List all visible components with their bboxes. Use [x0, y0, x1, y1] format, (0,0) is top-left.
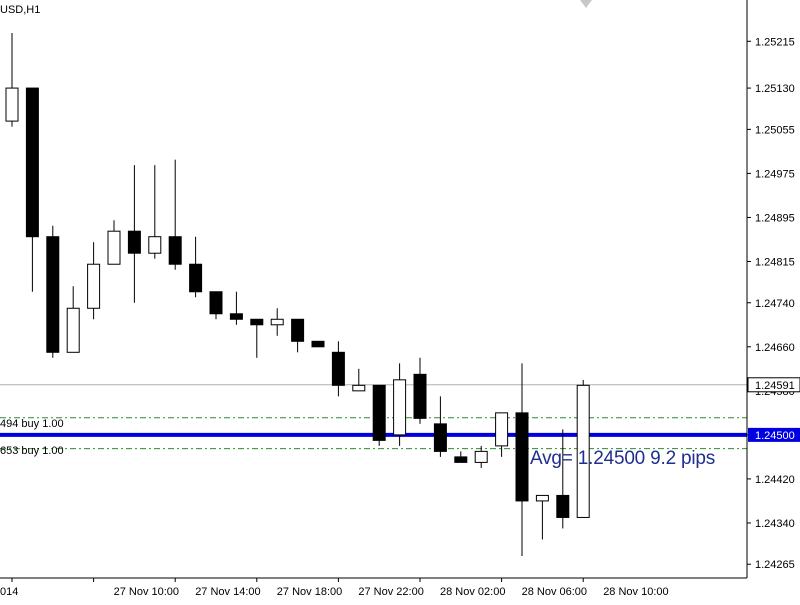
candle — [433, 396, 447, 457]
chart-symbol-title: USD,H1 — [0, 4, 41, 16]
price-tick-label: 1.24975 — [755, 168, 795, 180]
candle — [515, 363, 529, 556]
candle-body — [576, 384, 590, 518]
candle-body — [433, 423, 447, 452]
candle — [393, 363, 407, 446]
candle — [474, 445, 488, 468]
time-tick-label: 28 Nov 10:00 — [603, 586, 668, 598]
average-price-tag-label: 1.24500 — [755, 430, 795, 442]
candle — [372, 384, 386, 446]
price-axis: 1.25215 1.25130 1.25055 1.24975 1.24895 1.248… — [746, 0, 800, 578]
candle-body — [331, 351, 345, 386]
candle — [311, 340, 325, 348]
candle — [454, 451, 468, 463]
candle-body — [250, 318, 264, 326]
candles — [5, 33, 590, 556]
price-tick-label: 1.25055 — [755, 124, 795, 136]
candle-body — [127, 230, 141, 254]
candle — [352, 368, 366, 392]
time-tick-label: 27 Nov 14:00 — [195, 586, 260, 598]
candle — [413, 357, 427, 424]
candle — [87, 242, 101, 320]
price-tick-label: 1.24265 — [755, 559, 795, 571]
time-tick-label: 27 Nov 10:00 — [114, 586, 179, 598]
chart-shift-marker-icon[interactable] — [580, 0, 592, 8]
candle-body — [46, 236, 60, 353]
average-price-tag — [748, 427, 800, 442]
candle — [270, 308, 284, 336]
candle-body — [87, 263, 101, 309]
candle-body — [515, 412, 529, 502]
candle-body — [311, 340, 325, 348]
price-tick-label: 1.24340 — [755, 518, 795, 530]
candle — [291, 318, 305, 353]
candle — [107, 220, 121, 265]
current-price-tag-label: 1.24591 — [755, 380, 795, 392]
candle-body — [209, 291, 223, 315]
candle-body — [393, 379, 407, 436]
candle-body — [25, 87, 39, 238]
candle-body — [413, 373, 427, 419]
time-tick-label: 014 — [0, 586, 18, 598]
candle-body — [474, 450, 488, 463]
price-tick-label: 1.24815 — [755, 256, 795, 268]
time-tick-label: 28 Nov 06:00 — [522, 586, 587, 598]
candle-body — [495, 412, 509, 447]
candle — [556, 429, 570, 529]
price-tick-label: 1.24420 — [755, 474, 795, 486]
candle-body — [454, 456, 468, 463]
candle — [127, 165, 141, 303]
time-axis: 014 27 Nov 10:00 27 Nov 14:00 27 Nov 18:00 2… — [0, 577, 747, 598]
price-tick-label: 1.25130 — [755, 83, 795, 95]
time-tick-label: 27 Nov 22:00 — [358, 586, 423, 598]
candle — [209, 291, 223, 320]
candle-body — [556, 494, 570, 518]
price-tick-label: 1.25215 — [755, 36, 795, 48]
time-tick-label: 27 Nov 18:00 — [277, 586, 342, 598]
candle — [168, 159, 182, 270]
candle-body — [66, 307, 80, 353]
candle-body — [148, 236, 162, 254]
candle-body — [270, 318, 284, 326]
candle — [535, 494, 549, 540]
price-tick-label: 1.24895 — [755, 212, 795, 224]
current-price-tag — [747, 377, 800, 393]
candle-body — [189, 263, 203, 293]
candle — [189, 236, 203, 298]
average-price-label: Avg= 1.24500 9.2 pips — [530, 448, 716, 469]
price-tick-label: 1.24660 — [755, 342, 795, 354]
order-label: 653 buy 1.00 — [0, 445, 64, 457]
candle — [46, 225, 60, 358]
order-label: 494 buy 1.00 — [0, 418, 64, 430]
candle-body — [291, 318, 305, 342]
candle — [576, 379, 590, 518]
candle — [250, 318, 264, 358]
candle — [25, 87, 39, 292]
candle-body — [5, 87, 19, 122]
candle — [495, 412, 509, 457]
price-tick-label: 1.24740 — [755, 298, 795, 310]
candle — [331, 341, 345, 397]
candle-body — [229, 313, 243, 320]
candle-body — [352, 384, 366, 392]
candle — [5, 33, 19, 127]
time-tick-label: 28 Nov 02:00 — [440, 586, 505, 598]
candle-body — [535, 494, 549, 502]
candle-body — [107, 230, 121, 265]
candle-body — [168, 236, 182, 265]
candle — [66, 286, 80, 353]
candle — [148, 165, 162, 259]
candle — [229, 291, 243, 325]
candle-body — [372, 384, 386, 441]
